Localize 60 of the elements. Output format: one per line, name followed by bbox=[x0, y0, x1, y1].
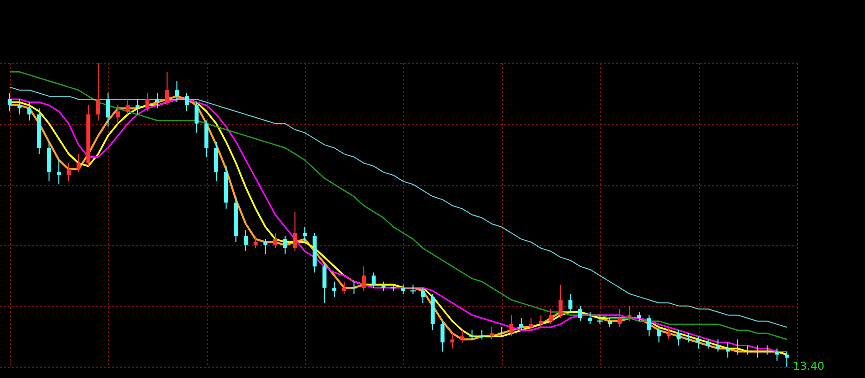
candlestick bbox=[146, 92, 150, 112]
candlestick bbox=[638, 312, 642, 322]
candlestick bbox=[510, 314, 514, 338]
candlestick bbox=[136, 98, 140, 116]
candlestick bbox=[28, 102, 32, 122]
candlestick bbox=[66, 162, 71, 182]
candlestick bbox=[726, 342, 730, 358]
candlestick bbox=[460, 330, 464, 344]
candlestick bbox=[382, 281, 386, 292]
candlestick bbox=[293, 211, 298, 252]
candlestick bbox=[440, 320, 445, 352]
candlestick bbox=[401, 284, 406, 295]
candlestick bbox=[519, 318, 524, 332]
candlestick bbox=[578, 306, 582, 322]
candlestick bbox=[667, 326, 672, 340]
candlestick bbox=[18, 98, 22, 116]
candlestick bbox=[647, 314, 652, 338]
candlestick bbox=[264, 238, 268, 256]
candlestick bbox=[244, 230, 248, 252]
candlestick bbox=[96, 62, 100, 122]
candlestick bbox=[568, 294, 573, 313]
candlestick bbox=[490, 326, 494, 340]
candlestick bbox=[155, 92, 160, 110]
candlestick bbox=[126, 98, 130, 116]
candlestick bbox=[254, 236, 258, 249]
candlestick bbox=[657, 326, 662, 344]
candlestick bbox=[548, 308, 553, 325]
candlestick bbox=[106, 92, 110, 128]
candlestick bbox=[184, 92, 189, 112]
candlestick bbox=[450, 333, 455, 350]
candlestick bbox=[676, 330, 681, 346]
candlestick bbox=[706, 339, 710, 350]
candlestick bbox=[274, 232, 278, 249]
candlestick bbox=[362, 266, 366, 292]
candlestick bbox=[529, 318, 534, 332]
candlestick bbox=[175, 80, 180, 104]
candlestick bbox=[628, 306, 632, 322]
candlestick bbox=[322, 263, 327, 304]
candlestick bbox=[8, 92, 12, 112]
candlestick bbox=[57, 160, 62, 186]
candlestick bbox=[194, 102, 199, 134]
candlestick bbox=[342, 281, 346, 295]
candlestick bbox=[332, 281, 337, 298]
candlestick bbox=[588, 312, 592, 325]
candlestick bbox=[696, 336, 701, 350]
candlestick bbox=[539, 314, 544, 328]
candlestick bbox=[775, 348, 780, 362]
candlestick bbox=[716, 339, 720, 352]
candlestick bbox=[303, 226, 308, 243]
candlestick bbox=[608, 318, 612, 328]
candlestick bbox=[618, 308, 622, 328]
candlestick bbox=[558, 284, 563, 319]
candlestick bbox=[372, 272, 376, 288]
candlestick bbox=[785, 351, 790, 368]
annotation: 13.40 bbox=[793, 360, 825, 373]
candlestick bbox=[421, 287, 426, 304]
candlestick bbox=[116, 105, 120, 124]
candlestick bbox=[283, 236, 288, 256]
candlestick bbox=[76, 154, 81, 173]
candlestick bbox=[165, 72, 170, 106]
